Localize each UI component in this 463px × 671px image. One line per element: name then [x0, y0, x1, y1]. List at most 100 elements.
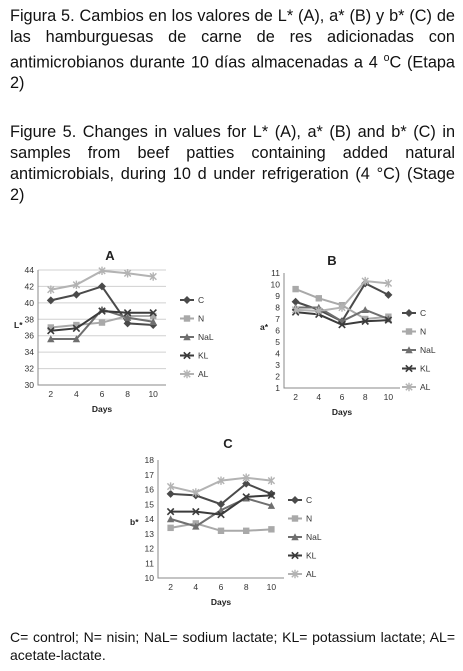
chart-b-y-tick-label: 6: [275, 326, 280, 336]
chart-a-title: A: [105, 248, 115, 263]
chart-c-series-KL-point: [242, 493, 250, 501]
chart-c-y-tick-label: 11: [145, 558, 154, 568]
chart-b-series-N-point: [315, 295, 322, 302]
chart-a-series-C-point: [149, 321, 158, 330]
chart-a-y-tick-label: 34: [25, 347, 35, 357]
chart-a-legend-AL-marker: [183, 369, 191, 379]
chart-a-legend-AL-label: AL: [198, 369, 209, 379]
caption-english: Figure 5. Changes in values for L* (A), …: [10, 123, 455, 204]
chart-c-legend-AL-label: AL: [306, 569, 317, 579]
chart-a-series-C-point: [46, 296, 55, 305]
chart-b-y-tick-label: 3: [275, 360, 280, 370]
chart-c-x-tick-label: 10: [267, 582, 277, 592]
chart-b-y-tick-label: 9: [275, 291, 280, 301]
chart-a-legend-C-marker: [183, 296, 191, 304]
chart-b-series-NaL-point: [361, 306, 369, 313]
chart-a-legend-N-marker: [183, 315, 191, 322]
chart-a-series-N-point: [73, 321, 80, 329]
chart-a-y-tick-label: 42: [25, 281, 35, 291]
chart-b-y-tick-label: 8: [275, 303, 280, 313]
chart-b-y-tick-label: 1: [275, 383, 280, 393]
chart-a-y-tick-label: 44: [25, 265, 35, 275]
chart-b-x-tick-label: 6: [340, 392, 345, 402]
chart-c-series-NaL-point: [166, 515, 175, 523]
chart-c-x-axis-label: Days: [211, 597, 232, 607]
chart-b-x-tick-label: 10: [384, 392, 394, 402]
chart-a-y-tick-label: 30: [25, 380, 35, 390]
chart-a-series-AL-point: [47, 285, 55, 294]
chart-c-series-KL-point: [166, 507, 175, 516]
chart-a-series-KL-point: [149, 308, 157, 317]
chart-c-series-AL-point: [166, 482, 175, 491]
chart-a-series-N-point: [47, 324, 54, 331]
chart-a-series-AL-point: [149, 272, 157, 281]
chart-c-legend-NaL-marker: [291, 533, 299, 541]
chart-b-series-AL-point: [315, 306, 323, 316]
chart-c-series-KL-point: [217, 510, 225, 519]
chart-c-legend-C-marker: [291, 496, 299, 504]
chart-a-series-AL-point: [123, 269, 132, 278]
chart-a: 30 32 34 36 38 40 42 44 2 4 6 8 10 A Days L* C N NaL KL AL: [0, 245, 252, 425]
chart-b-legend-N-label: N: [420, 327, 426, 337]
chart-a-legend-NaL-marker: [183, 333, 191, 341]
chart-b-series-C-point: [291, 297, 300, 306]
chart-c-x-tick-label: 6: [219, 582, 224, 592]
chart-c-y-tick-label: 14: [145, 514, 155, 524]
chart-b-x-tick-label: 8: [363, 392, 368, 402]
chart-a-legend-KL-label: KL: [198, 351, 209, 361]
chart-c-series-N-point: [167, 524, 174, 532]
chart-c-legend-N-marker: [291, 515, 299, 522]
chart-a-series-C-point: [123, 319, 132, 328]
chart-a-y-tick-label: 38: [25, 314, 35, 324]
chart-c-series-C-point: [217, 500, 225, 509]
chart-a-x-axis-label: Days: [92, 404, 113, 414]
chart-a-x-tick-label: 8: [125, 389, 130, 399]
chart-b-legend-NaL-label: NaL: [420, 345, 436, 355]
chart-b-legend-N-marker: [405, 328, 413, 335]
footnote: C= control; N= nisin; NaL= sodium lactat…: [10, 629, 455, 663]
chart-c-series-N-point: [268, 526, 275, 533]
chart-c-legend-C-label: C: [306, 495, 312, 505]
chart-c-series-NaL-point: [192, 522, 200, 530]
chart-a-legend-N-label: N: [198, 314, 204, 324]
chart-b-x-axis-label: Days: [332, 407, 353, 417]
caption-spanish: Figura 5. Cambios en los valores de L* (…: [10, 6, 455, 94]
chart-a-legend-KL-marker: [183, 351, 191, 360]
chart-a-legend-NaL-label: NaL: [198, 332, 214, 342]
chart-a-y-tick-label: 32: [25, 364, 35, 374]
chart-b-axes: [283, 273, 400, 389]
chart-b-series-C-point: [384, 290, 393, 299]
chart-b-series-AL-point: [361, 276, 369, 286]
chart-b-legend-AL-label: AL: [420, 382, 431, 392]
chart-c-series-AL-point: [217, 476, 225, 485]
chart-b-legend-AL-marker: [405, 382, 413, 392]
chart-b-series-KL-point: [384, 316, 393, 324]
chart-c-x-tick-label: 8: [244, 582, 249, 592]
chart-c-y-tick-label: 13: [145, 529, 155, 539]
chart-a-series-C-point: [72, 290, 81, 299]
chart-c-title: C: [223, 436, 233, 451]
chart-b-legend-C-label: C: [420, 308, 426, 318]
chart-b-y-tick-label: 4: [275, 349, 280, 359]
chart-c-x-tick-label: 2: [168, 582, 173, 592]
caption-spanish-text: Figura 5. Cambios en los valores de L* (…: [10, 7, 455, 72]
chart-c-series-AL-point: [242, 473, 250, 482]
chart-c-series-N-point: [243, 527, 250, 534]
chart-c-series-AL-point: [192, 488, 200, 497]
chart-a-y-axis-label: L*: [14, 320, 23, 330]
chart-a-series-KL-point: [98, 307, 106, 315]
chart-a-legend-C-label: C: [198, 295, 204, 305]
chart-a-x-tick-label: 2: [48, 389, 53, 399]
chart-a-series-KL-point: [47, 327, 55, 335]
chart-c-series-C-point: [242, 479, 251, 488]
chart-b-series-N-point: [292, 285, 299, 293]
chart-c-y-tick-label: 12: [145, 544, 155, 554]
chart-c-y-tick-label: 18: [145, 455, 155, 465]
chart-b-series-N-point: [362, 315, 369, 323]
chart-a-series-N-point: [98, 319, 106, 326]
chart-b-series-AL-point: [338, 303, 346, 312]
chart-b-legend-KL-label: KL: [420, 364, 431, 374]
chart-c-series-AL-point: [267, 476, 276, 485]
chart-b-series-AL-point: [384, 279, 393, 288]
